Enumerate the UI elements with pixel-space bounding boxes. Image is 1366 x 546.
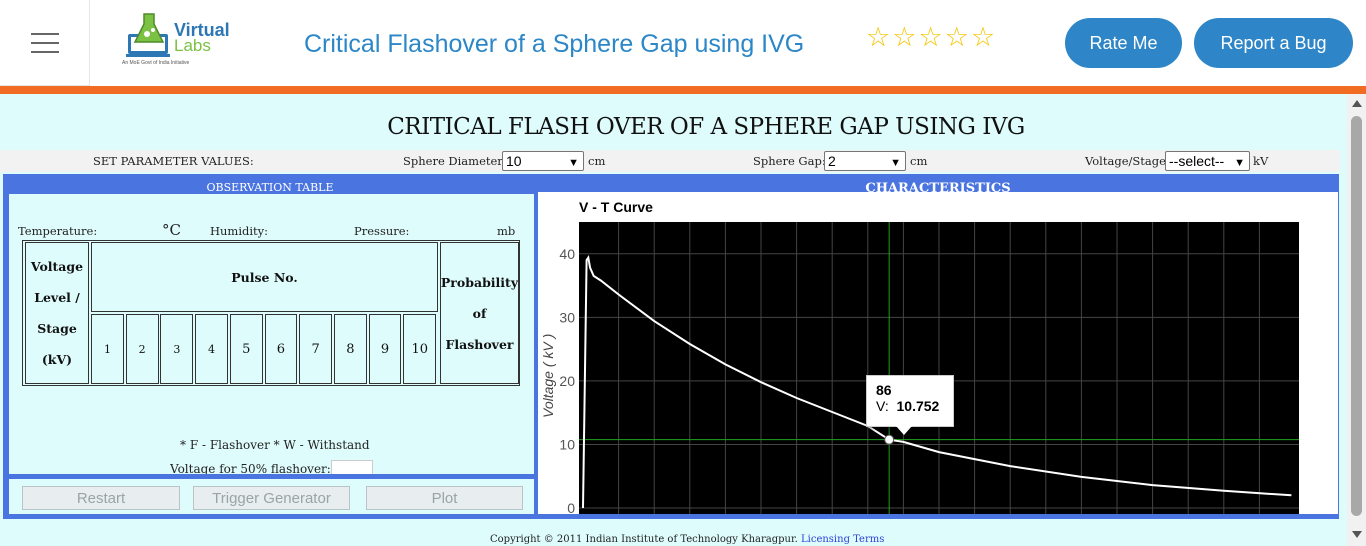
plot-button[interactable]: Plot — [366, 486, 523, 510]
logo-word-labs: Labs — [174, 36, 211, 55]
series-line — [582, 255, 1292, 509]
temperature-label: Temperature: — [18, 224, 98, 238]
star-outline-icon[interactable]: ☆ — [866, 22, 891, 52]
vt-curve-chart: V - T Curve 10 20 30 40 0 Voltage ( kV ) — [538, 192, 1338, 514]
pulse-cell: 4 — [195, 314, 228, 384]
chart-canvas: V - T Curve 10 20 30 40 0 Voltage ( kV ) — [540, 199, 1299, 514]
highlight-point[interactable] — [884, 434, 895, 445]
voltage-stage-label: Voltage/Stage: — [1085, 154, 1170, 168]
footer: Copyright © 2011 Indian Institute of Tec… — [490, 534, 884, 545]
sphere-gap-unit: cm — [910, 154, 928, 168]
header-line: Probability — [440, 274, 519, 290]
sphere-gap-value: 2 — [828, 153, 836, 169]
copyright-text: Copyright © 2011 Indian Institute of Tec… — [490, 534, 798, 545]
hamburger-icon — [30, 32, 59, 53]
tooltip-v-label: V: — [876, 398, 889, 414]
y-tick-label: 40 — [559, 246, 575, 262]
chevron-down-icon: ▼ — [1234, 157, 1245, 169]
logo-word-virtual: Virtual — [174, 20, 230, 40]
chevron-down-icon: ▼ — [568, 157, 579, 169]
pulse-no-header: Pulse No. — [91, 242, 438, 312]
observation-table: Voltage Level / Stage (kV) Pulse No. Pro… — [22, 240, 520, 386]
characteristics-header: CHARACTERISTICS — [865, 181, 1011, 192]
rate-me-button[interactable]: Rate Me — [1065, 18, 1182, 68]
logo-tagline: An MoE Govt of India Initiative — [122, 60, 190, 66]
scrollbar-thumb[interactable] — [1351, 116, 1362, 516]
y-axis-label: Voltage ( kV ) — [540, 334, 556, 418]
pulse-cell: 8 — [333, 314, 367, 384]
header-line: Stage — [37, 321, 77, 336]
parameter-row: SET PARAMETER VALUES: Sphere Diameter: 1… — [0, 150, 1340, 172]
experiment-title: CRITICAL FLASH OVER OF A SPHERE GAP USIN… — [387, 114, 1025, 140]
pressure-unit: mb — [497, 224, 516, 238]
tooltip-value: V: 10.752 — [876, 398, 939, 414]
menu-button[interactable] — [0, 0, 90, 86]
v50-label: Voltage for 50% flashover: — [170, 462, 331, 474]
restart-button[interactable]: Restart — [22, 486, 180, 510]
licensing-link[interactable]: Licensing Terms — [801, 534, 885, 545]
top-bar: Virtual Labs An MoE Govt of India Initia… — [0, 0, 1366, 86]
header-line: of Flashover — [445, 305, 514, 352]
header-line: (kV) — [41, 352, 73, 367]
pulse-cell: 5 — [229, 314, 263, 384]
y-tick-label: 0 — [567, 500, 575, 514]
y-tick-label: 10 — [559, 436, 575, 452]
y-tick-labels: 10 20 30 40 0 — [559, 246, 575, 514]
pulse-cell: 1 — [91, 314, 124, 384]
v50-input[interactable] — [331, 460, 373, 474]
observation-table-header: OBSERVATION TABLE — [206, 181, 334, 192]
grid-lines — [579, 222, 1299, 514]
crosshair — [579, 222, 1299, 514]
sphere-diameter-value: 10 — [506, 153, 522, 169]
pulse-cell: 7 — [299, 314, 333, 384]
star-outline-icon[interactable]: ☆ — [892, 22, 917, 52]
pulse-cell: 3 — [160, 314, 194, 384]
sphere-gap-label: Sphere Gap: — [753, 154, 826, 168]
pulse-cell: 2 — [125, 314, 159, 384]
star-outline-icon[interactable]: ☆ — [918, 22, 943, 52]
humidity-label: Humidity: — [210, 224, 269, 238]
pulse-cell: 6 — [264, 314, 298, 384]
y-tick-label: 30 — [559, 309, 575, 325]
sphere-diameter-select[interactable]: 10 ▼ — [502, 151, 584, 171]
tooltip-pointer — [896, 426, 912, 435]
star-rating[interactable]: ☆ ☆ ☆ ☆ ☆ — [866, 22, 995, 52]
voltage-stage-select[interactable]: --select-- ▼ — [1165, 151, 1250, 171]
sphere-diameter-label: Sphere Diameter: — [403, 154, 507, 168]
accent-divider — [0, 86, 1366, 94]
report-bug-button[interactable]: Report a Bug — [1194, 18, 1353, 68]
pressure-label: Pressure: — [354, 224, 410, 238]
voltage-level-header: Voltage Level / Stage (kV) — [25, 242, 89, 384]
data-tooltip: 86 V: 10.752 — [866, 375, 954, 427]
flask-icon — [126, 13, 170, 57]
voltage-stage-unit: kV — [1253, 154, 1269, 168]
y-tick-label: 20 — [559, 373, 575, 389]
pulse-cell: 9 — [368, 314, 402, 384]
trigger-generator-button[interactable]: Trigger Generator — [193, 486, 350, 510]
probability-header: Probability of Flashover — [440, 242, 519, 384]
legend-notes: * F - Flashover * W - Withstand — [180, 438, 370, 452]
virtual-labs-logo[interactable]: Virtual Labs An MoE Govt of India Initia… — [122, 12, 232, 70]
header-line: Voltage — [30, 259, 84, 274]
temperature-unit: °C — [162, 221, 181, 239]
star-outline-icon[interactable]: ☆ — [944, 22, 969, 52]
set-parameters-label: SET PARAMETER VALUES: — [93, 154, 254, 168]
header-line: Level / — [34, 290, 80, 305]
scroll-down-arrow-icon[interactable] — [1352, 531, 1362, 538]
vertical-scrollbar[interactable] — [1347, 94, 1366, 546]
tooltip-v-value: 10.752 — [896, 398, 940, 414]
sphere-diameter-unit: cm — [588, 154, 606, 168]
chart-title: V - T Curve — [579, 199, 653, 215]
app-title: Critical Flashover of a Sphere Gap using… — [304, 30, 805, 58]
tooltip-x: 86 — [876, 382, 892, 398]
chevron-down-icon: ▼ — [890, 157, 901, 169]
scroll-up-arrow-icon[interactable] — [1352, 100, 1362, 107]
star-outline-icon[interactable]: ☆ — [970, 22, 996, 52]
sphere-gap-select[interactable]: 2 ▼ — [824, 151, 906, 171]
pulse-cell: 10 — [403, 314, 437, 384]
voltage-stage-value: --select-- — [1169, 153, 1225, 169]
